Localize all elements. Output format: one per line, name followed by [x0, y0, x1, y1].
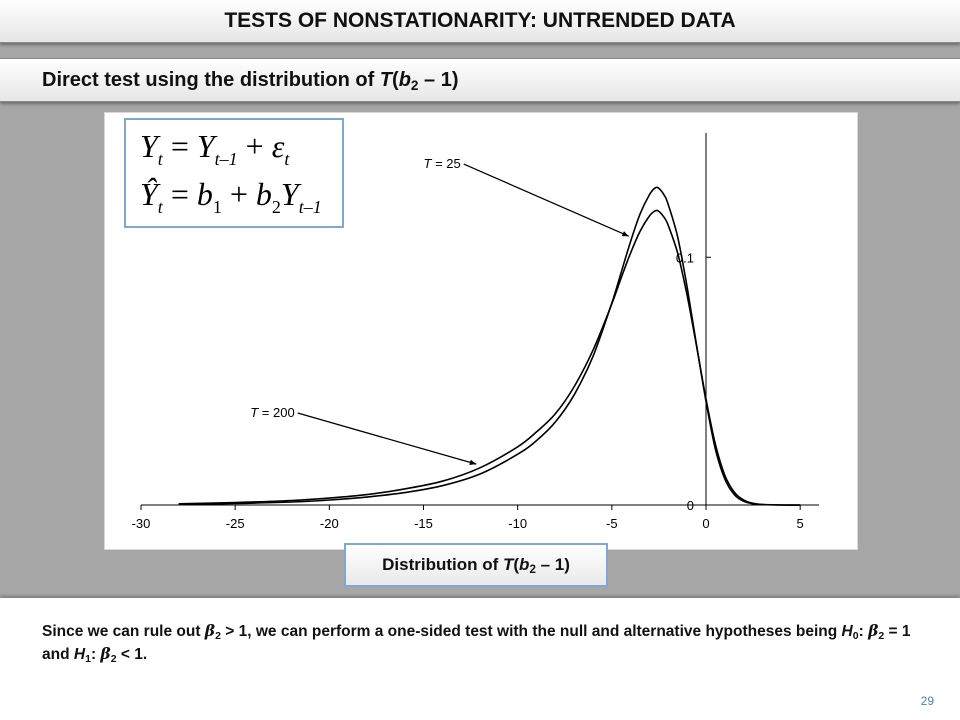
series-line-1 — [178, 209, 801, 506]
subtitle-rest: – 1) — [418, 69, 459, 91]
equation-random-walk: Yt = Yt–1 + εt — [140, 128, 289, 168]
slide-title: TESTS OF NONSTATIONARITY: UNTRENDED DATA — [224, 9, 736, 32]
footer-H0-sub: 0 — [852, 629, 859, 642]
x-tick-label-3: -15 — [414, 516, 433, 531]
footer-beta1: β — [204, 621, 216, 640]
annotation-arrowhead-1 — [469, 459, 477, 465]
caption-rest: – 1) — [535, 555, 570, 574]
footer-p3: : — [858, 623, 869, 640]
footer-beta2: β — [868, 621, 879, 640]
slide-subtitle: Direct test using the distribution of T(… — [42, 69, 459, 92]
footer-beta3: β — [100, 644, 111, 663]
eq1-eps-sub: t — [284, 149, 290, 169]
footer-beta2-sub: 2 — [878, 629, 885, 642]
eq2-b2: b — [255, 176, 272, 212]
eq2-b2-sub: 2 — [271, 197, 281, 217]
footer-p1: Since we can rule out — [42, 623, 205, 640]
eq1-plus: + — [237, 128, 272, 164]
footer-panel: Since we can rule out β2 > 1, we can per… — [0, 598, 960, 720]
x-tick-label-4: -10 — [508, 516, 527, 531]
x-tick-label-6: 0 — [702, 516, 709, 531]
series-line-0 — [178, 186, 801, 506]
subtitle-b: b — [398, 69, 411, 91]
subtitle-bar: Direct test using the distribution of T(… — [0, 58, 960, 102]
footer-p5: : — [90, 646, 101, 663]
subtitle-T: T — [379, 69, 393, 91]
eq2-plus: + — [221, 176, 256, 212]
annotation-arrow-0 — [463, 163, 630, 237]
footer-p4: = 1 and — [42, 623, 911, 663]
footer-p6: < 1. — [116, 646, 148, 663]
caption-b: b — [519, 555, 530, 574]
annotation-label-0: T = 25 — [424, 156, 461, 171]
annotation-arrow-1 — [297, 412, 477, 465]
eq2-b1-sub: 1 — [212, 197, 222, 217]
subtitle-paren: ( — [392, 69, 399, 91]
caption-sub: 2 — [529, 564, 536, 577]
x-tick-label-2: -20 — [320, 516, 339, 531]
eq2-Y: Y — [280, 176, 299, 212]
eq1-t: t — [157, 149, 163, 169]
eq2-Yhat: Ŷ — [140, 176, 158, 212]
eq1-equals: = — [162, 128, 197, 164]
subtitle-sub: 2 — [410, 77, 419, 93]
annotation-T-1: T — [250, 405, 259, 420]
x-tick-label-5: -5 — [606, 516, 618, 531]
page-number: 29 — [920, 694, 934, 708]
eq1-Y-lag: Y — [196, 128, 215, 164]
equation-fitted: Ŷt = b1 + b2Yt–1 — [140, 176, 322, 216]
distribution-caption: Distribution of T(b2 – 1) — [344, 543, 608, 587]
footer-p2: > 1, we can perform a one-sided test wit… — [220, 623, 842, 640]
hypothesis-text: Since we can rule out β2 > 1, we can per… — [42, 620, 922, 666]
annotation-rest-0: = 25 — [431, 156, 460, 171]
equation-box: Yt = Yt–1 + εt Ŷt = b1 + b2Yt–1 — [124, 118, 344, 228]
annotation-label-1: T = 200 — [250, 405, 294, 420]
eq2-lag-sub: t–1 — [298, 197, 322, 217]
footer-H0: H — [841, 623, 853, 640]
annotation-rest-1: = 200 — [258, 405, 295, 420]
x-tick-label-1: -25 — [226, 516, 245, 531]
x-tick-label-0: -30 — [132, 516, 151, 531]
eq1-epsilon: ε — [271, 128, 285, 164]
eq2-t: t — [157, 197, 163, 217]
distribution-chart: -30 -25 -20 -15 -10 -5 0 500.1T = 25T = 200 — [132, 133, 819, 531]
y-tick-label-0: 0 — [687, 498, 694, 513]
footer-beta3-sub: 2 — [110, 652, 117, 665]
eq2-equals: = — [162, 176, 197, 212]
subtitle-prefix: Direct test using the distribution of — [42, 69, 380, 91]
footer-H1-sub: 1 — [85, 652, 91, 665]
footer-beta1-sub: 2 — [215, 629, 221, 642]
caption-T: T — [502, 555, 514, 574]
caption-paren: ( — [513, 555, 520, 574]
x-tick-label-7: 5 — [797, 516, 804, 531]
annotation-T-0: T — [424, 156, 433, 171]
eq1-Y: Y — [140, 128, 158, 164]
annotation-arrowhead-0 — [621, 231, 629, 237]
eq2-b1: b — [196, 176, 213, 212]
eq1-lag-sub: t–1 — [214, 149, 238, 169]
title-bar: TESTS OF NONSTATIONARITY: UNTRENDED DATA — [0, 0, 960, 43]
footer-H1: H — [73, 646, 86, 663]
caption-prefix: Distribution of — [382, 555, 503, 574]
